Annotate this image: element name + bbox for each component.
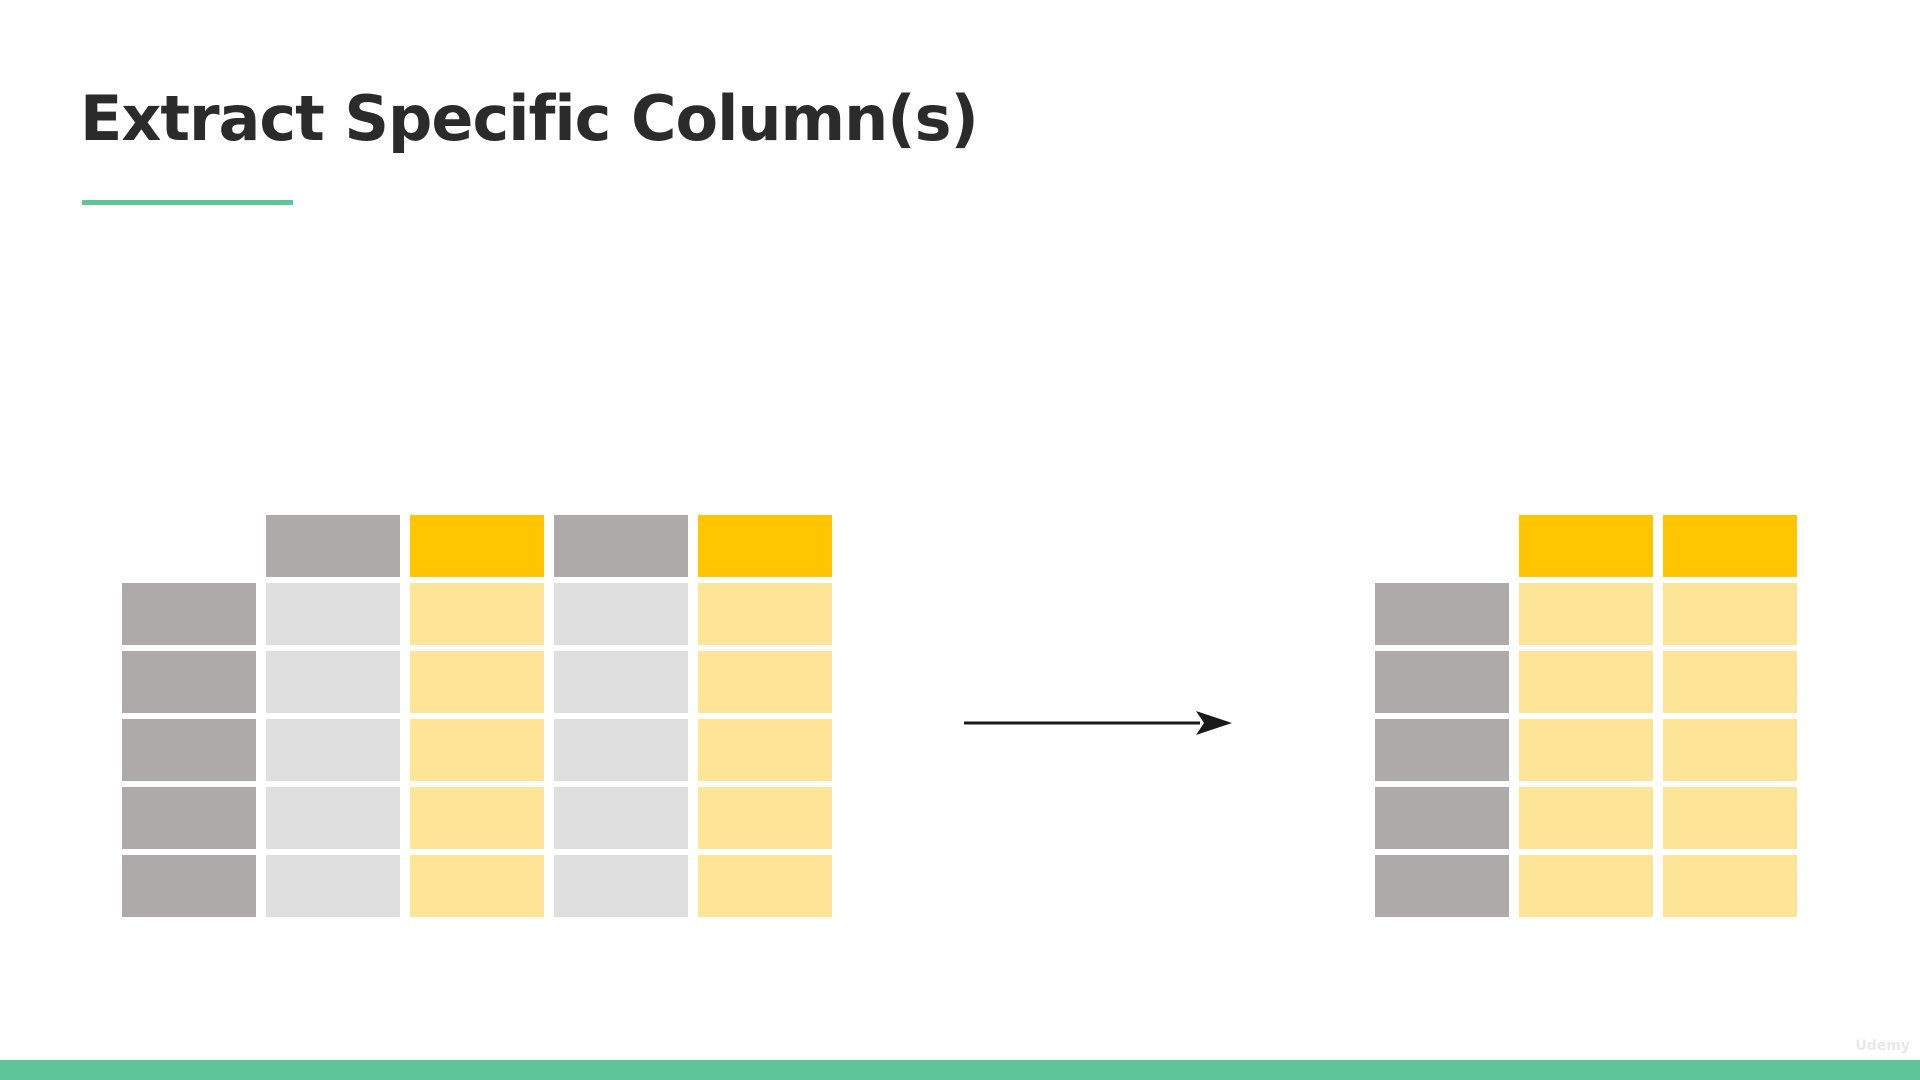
source-table [122, 515, 832, 917]
source-selected-data-cell [410, 651, 544, 713]
result-index-cell [1375, 787, 1509, 849]
source-data-cell [554, 651, 688, 713]
result-corner-spacer [1375, 515, 1509, 577]
source-selected-data-cell [698, 651, 832, 713]
source-selected-data-cell [410, 583, 544, 645]
slide-title: Extract Specific Column(s) [80, 82, 979, 155]
source-data-cell [554, 787, 688, 849]
arrow-head [1196, 711, 1232, 735]
udemy-watermark-logo: Udemy [1855, 1038, 1910, 1054]
source-column-header [266, 515, 400, 577]
source-data-cell [554, 719, 688, 781]
source-index-cell [122, 583, 256, 645]
source-data-cell [266, 583, 400, 645]
source-selected-data-cell [410, 787, 544, 849]
title-underline [82, 200, 293, 205]
source-selected-data-cell [410, 855, 544, 917]
result-selected-data-cell [1519, 719, 1653, 781]
result-index-cell [1375, 583, 1509, 645]
source-selected-data-cell [698, 583, 832, 645]
result-index-cell [1375, 651, 1509, 713]
footer-bar [0, 1060, 1920, 1080]
source-selected-data-cell [698, 855, 832, 917]
result-selected-data-cell [1663, 651, 1797, 713]
result-selected-data-cell [1519, 855, 1653, 917]
source-column-header [554, 515, 688, 577]
result-selected-column-header [1663, 515, 1797, 577]
result-index-cell [1375, 855, 1509, 917]
result-selected-data-cell [1663, 719, 1797, 781]
result-selected-data-cell [1519, 787, 1653, 849]
source-selected-data-cell [698, 787, 832, 849]
arrow-right-icon [964, 711, 1232, 735]
source-index-cell [122, 787, 256, 849]
result-selected-data-cell [1519, 651, 1653, 713]
source-corner-spacer [122, 515, 256, 577]
result-selected-data-cell [1519, 583, 1653, 645]
source-data-cell [554, 855, 688, 917]
source-selected-column-header [410, 515, 544, 577]
result-selected-data-cell [1663, 787, 1797, 849]
result-selected-data-cell [1663, 855, 1797, 917]
source-data-cell [266, 787, 400, 849]
source-index-cell [122, 651, 256, 713]
source-selected-data-cell [410, 719, 544, 781]
result-selected-data-cell [1663, 583, 1797, 645]
result-index-cell [1375, 719, 1509, 781]
result-selected-column-header [1519, 515, 1653, 577]
source-data-cell [266, 719, 400, 781]
source-data-cell [554, 583, 688, 645]
source-data-cell [266, 651, 400, 713]
source-data-cell [266, 855, 400, 917]
result-table [1375, 515, 1797, 917]
source-selected-data-cell [698, 719, 832, 781]
source-index-cell [122, 855, 256, 917]
source-index-cell [122, 719, 256, 781]
source-selected-column-header [698, 515, 832, 577]
